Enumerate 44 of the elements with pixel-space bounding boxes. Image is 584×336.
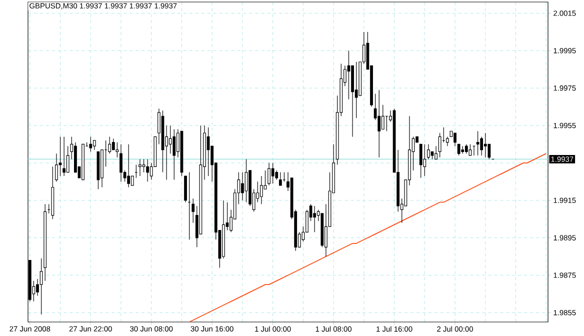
candlestick [130, 176, 134, 186]
candlestick [89, 136, 92, 152]
candlestick [438, 132, 442, 158]
candlestick [168, 125, 172, 154]
candlestick [480, 136, 484, 156]
candlestick [241, 172, 244, 201]
candlestick [66, 146, 70, 173]
candlestick [62, 136, 66, 176]
candlestick [55, 153, 58, 182]
candlestick [40, 258, 43, 315]
candlestick [138, 158, 142, 176]
candlestick [58, 136, 62, 176]
candlestick [484, 132, 487, 158]
candlestick [434, 146, 438, 160]
candlestick [146, 158, 150, 182]
candlestick [454, 132, 456, 146]
candlestick [423, 144, 426, 176]
candlestick [354, 62, 358, 118]
candlestick [476, 130, 480, 156]
candlestick [108, 136, 112, 154]
candlestick [468, 144, 472, 156]
candlestick [206, 127, 210, 176]
candlestick [172, 128, 176, 180]
candlestick [313, 206, 316, 232]
candlestick [446, 136, 449, 146]
candlestick [116, 142, 119, 158]
candlestick [381, 104, 384, 130]
candlestick [260, 176, 263, 204]
candlestick [142, 158, 146, 173]
candlestick [275, 170, 278, 180]
candlestick [271, 162, 274, 184]
candlestick [464, 144, 468, 154]
candlestick [192, 198, 195, 224]
candlestick [112, 138, 115, 150]
candlestick [488, 144, 491, 160]
candlestick [457, 144, 460, 156]
candlestick [278, 172, 282, 186]
candlestick [120, 144, 122, 182]
candlestick [427, 144, 430, 160]
candlestick [92, 140, 96, 150]
candlestick [127, 144, 130, 188]
candlestick [268, 162, 270, 186]
candlestick [419, 144, 422, 178]
candlestick [378, 90, 381, 158]
